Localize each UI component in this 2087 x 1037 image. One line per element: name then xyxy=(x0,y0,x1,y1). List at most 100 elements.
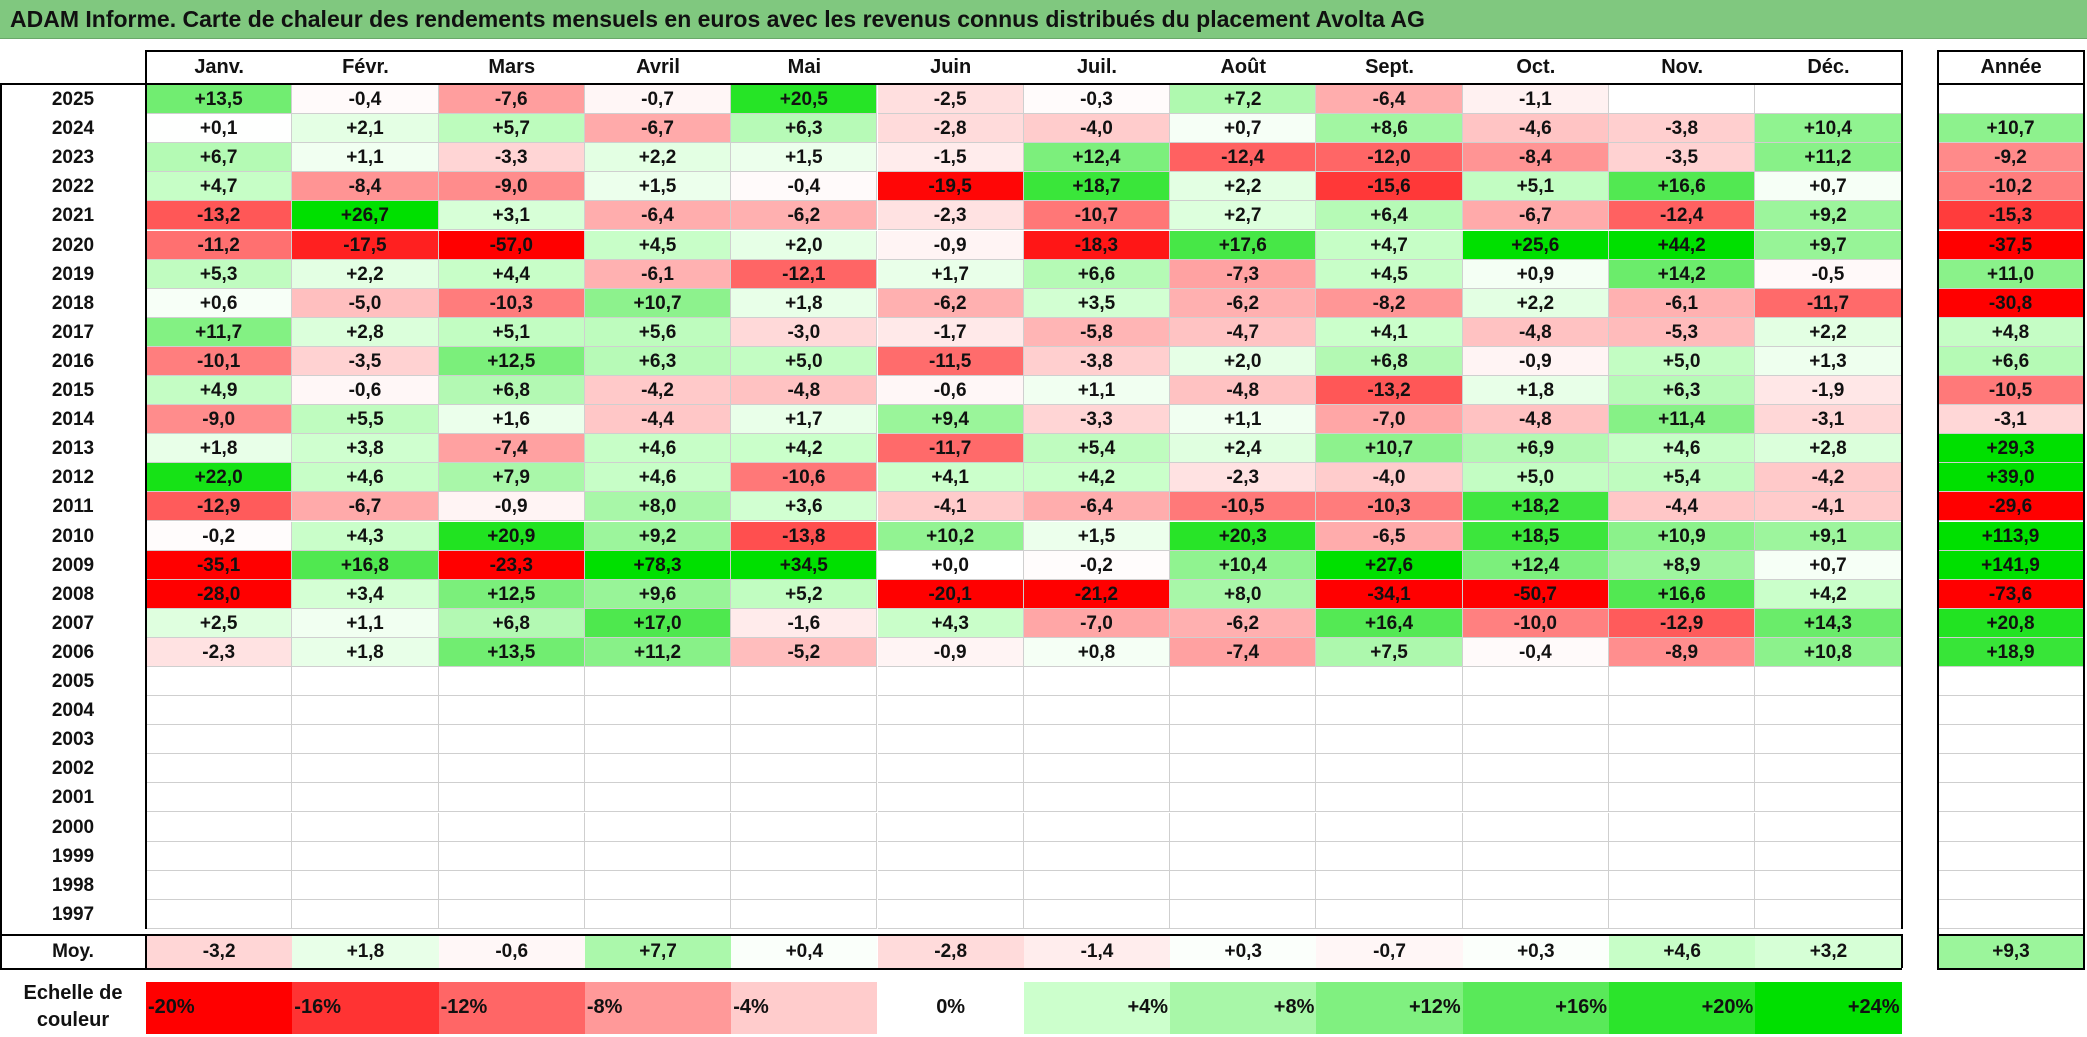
heat-cell: +12,5 xyxy=(438,346,585,376)
heat-cell: +3,1 xyxy=(438,201,585,231)
year-label: 2024 xyxy=(51,118,95,140)
heat-cell: +0,7 xyxy=(1755,550,1902,580)
heat-cell: -3,8 xyxy=(1023,346,1171,376)
heat-cell: -4,2 xyxy=(1755,463,1902,493)
heat-cell: +34,5 xyxy=(731,550,878,580)
heat-cell: +2,5 xyxy=(146,608,293,638)
heat-cell xyxy=(146,725,293,755)
heat-cell xyxy=(877,696,1024,726)
heat-cell xyxy=(1462,812,1609,842)
heat-cell: -6,1 xyxy=(1609,288,1756,318)
heat-cell: +5,3 xyxy=(146,259,293,289)
year-label: 2005 xyxy=(51,671,95,692)
heat-cell: -1,1 xyxy=(1462,85,1609,115)
heat-cell: +12,5 xyxy=(438,579,585,609)
average-cell: +0,3 xyxy=(1170,936,1317,968)
scale-swatch: +24% xyxy=(1755,982,1902,1034)
annual-cell: +29,3 xyxy=(1938,434,2084,464)
heat-cell: +20,5 xyxy=(731,85,878,115)
heat-cell: +6,6 xyxy=(1023,259,1171,289)
heat-cell xyxy=(292,899,439,929)
year-label: 2025 xyxy=(51,89,95,110)
heat-cell: +9,7 xyxy=(1755,230,1902,260)
heat-cell: +0,6 xyxy=(146,288,293,318)
heat-cell: +17,0 xyxy=(584,608,732,638)
header-bottom-border xyxy=(0,83,1902,85)
heat-cell xyxy=(1316,870,1463,900)
average-cell: -2,8 xyxy=(877,936,1024,968)
average-cell: +7,7 xyxy=(584,936,732,968)
heat-cell xyxy=(1316,667,1463,697)
heat-cell: +6,3 xyxy=(1609,376,1756,406)
heat-cell xyxy=(731,841,878,871)
annual-average-top xyxy=(1938,934,2084,936)
heat-cell: -12,4 xyxy=(1170,143,1317,173)
heat-cell: -3,3 xyxy=(438,143,585,173)
grid-right-border xyxy=(1900,50,1903,929)
heat-cell: +0,7 xyxy=(1170,114,1317,144)
heat-cell: -19,5 xyxy=(877,172,1024,202)
heat-cell: +1,7 xyxy=(731,405,878,435)
heat-cell: -57,0 xyxy=(438,230,585,260)
heat-cell: +10,7 xyxy=(1316,434,1463,464)
annual-cell xyxy=(1938,812,2084,842)
heat-cell xyxy=(731,899,878,929)
year-label: 2015 xyxy=(51,380,95,401)
heat-cell: +7,9 xyxy=(438,463,585,493)
heat-cell xyxy=(1609,899,1756,929)
heat-cell xyxy=(584,899,732,929)
scale-swatch: +4% xyxy=(1023,982,1171,1034)
year-label: 2014 xyxy=(51,409,95,431)
heat-cell: +25,6 xyxy=(1462,230,1609,260)
heat-cell: -8,2 xyxy=(1316,288,1463,318)
month-header: Oct. xyxy=(1516,56,1556,78)
heat-cell: +9,2 xyxy=(1755,201,1902,231)
heat-cell xyxy=(146,667,293,697)
average-cell: -0,6 xyxy=(438,936,585,968)
heat-cell xyxy=(1316,725,1463,755)
month-header: Sept. xyxy=(1365,56,1414,78)
heat-cell: +0,0 xyxy=(877,550,1024,580)
heat-cell: -6,4 xyxy=(1316,85,1463,115)
heat-cell xyxy=(731,696,878,726)
heat-cell: +16,4 xyxy=(1316,608,1463,638)
annual-cell: +20,8 xyxy=(1938,608,2084,638)
heat-cell: +1,8 xyxy=(146,434,293,464)
year-label: 2012 xyxy=(51,467,95,489)
heat-cell: +9,1 xyxy=(1755,521,1902,551)
heat-cell: -6,2 xyxy=(731,201,878,231)
heat-cell: -10,0 xyxy=(1462,608,1609,638)
heat-cell: -4,7 xyxy=(1170,317,1317,347)
heat-cell: +4,2 xyxy=(1023,463,1171,493)
heat-cell xyxy=(146,783,293,813)
heat-cell: +78,3 xyxy=(584,550,732,580)
heat-cell: -12,1 xyxy=(731,259,878,289)
year-label: 2001 xyxy=(51,787,95,809)
year-label: 1999 xyxy=(51,845,95,867)
heat-cell xyxy=(1316,899,1463,929)
heat-cell: -8,4 xyxy=(292,172,439,202)
heat-cell: -5,8 xyxy=(1023,317,1171,347)
annual-cell: +11,0 xyxy=(1938,259,2084,289)
heat-cell: +2,8 xyxy=(1755,434,1902,464)
heat-cell xyxy=(146,870,293,900)
heat-cell: +2,0 xyxy=(1170,346,1317,376)
heat-cell: +5,1 xyxy=(438,317,585,347)
annual-cell xyxy=(1938,667,2084,697)
heat-cell: -10,3 xyxy=(1316,492,1463,522)
heat-cell: +1,3 xyxy=(1755,346,1902,376)
heat-cell xyxy=(1755,899,1902,929)
heat-cell xyxy=(1609,696,1756,726)
heat-cell xyxy=(731,812,878,842)
heat-cell: +4,3 xyxy=(292,521,439,551)
heat-cell: +14,2 xyxy=(1609,259,1756,289)
heat-cell: +12,4 xyxy=(1462,550,1609,580)
heat-cell: +4,5 xyxy=(1316,259,1463,289)
heat-cell: +2,8 xyxy=(292,317,439,347)
heat-cell: -0,6 xyxy=(292,376,439,406)
heat-cell: +5,1 xyxy=(1462,172,1609,202)
heat-cell: +1,6 xyxy=(438,405,585,435)
year-label: 2010 xyxy=(51,525,95,547)
heat-cell: -6,2 xyxy=(877,288,1024,318)
heat-cell: +4,5 xyxy=(584,230,732,260)
